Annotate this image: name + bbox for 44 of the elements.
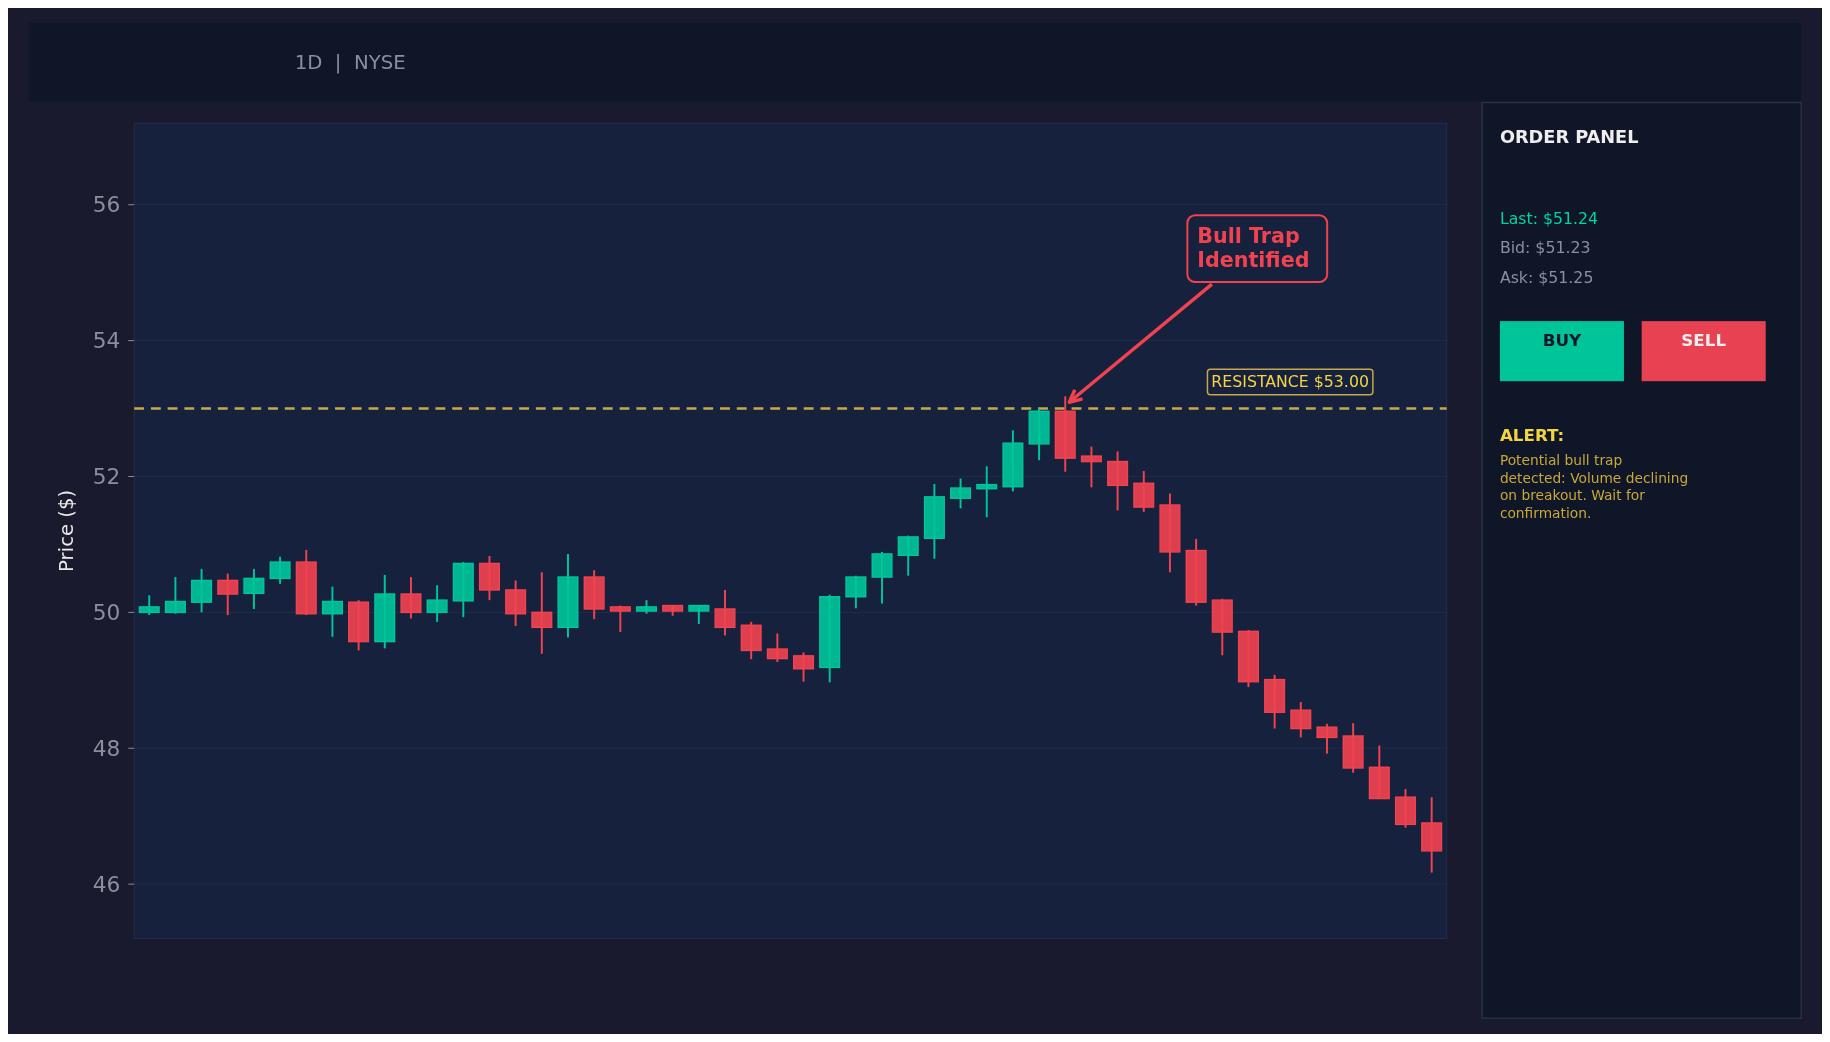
annotation: Bull Trap Identified [1197,223,1310,273]
y-tick-label: 52 [92,464,121,490]
candlestick [217,572,239,617]
candlestick [897,534,919,577]
text: Ask: $51.25 [1499,267,1594,287]
y-tick-label: 54 [92,328,121,354]
candlestick [714,588,736,637]
candlestick [766,632,788,663]
candlestick [845,574,867,610]
candlestick [1290,701,1312,739]
candlestick [426,584,448,623]
y-tick-label: 56 [92,192,121,218]
text: ORDER PANEL [1499,126,1639,147]
candlestick [688,604,710,625]
candlestick [1316,722,1338,755]
candlestick [505,579,527,627]
y-tick-label: 46 [92,871,121,897]
candlestick [191,567,213,614]
candlestick [400,576,422,620]
text: Bid: $51.23 [1499,238,1591,258]
candlestick [609,604,631,634]
y-axis-title: Price ($) [55,489,79,572]
candlestick [1080,445,1102,489]
candlestick [950,477,972,510]
chart-subtitle: 1D | NYSE [294,51,406,75]
text: SELL [1681,329,1727,350]
candlestick [1133,470,1155,513]
text: Potential bull trap detected: Volume declining on breakout. Wait for confirmation. [1499,451,1689,522]
candlestick [976,465,998,519]
text: ALERT: [1499,425,1565,446]
candlestick [269,555,291,585]
ref-line-label: RESISTANCE $53.00 [1211,372,1369,392]
candlestick [792,651,815,683]
y-tick-label: 48 [92,735,121,761]
text: Last: $51.24 [1499,208,1599,228]
candlestick [164,576,186,615]
text: BUY [1542,329,1583,350]
candlestick [321,585,343,638]
candlestick [138,594,160,617]
candlestick [531,571,553,655]
y-tick-label: 50 [92,599,121,625]
candlestick [1107,450,1129,512]
candlestick [243,567,265,610]
candlestick [871,550,893,605]
